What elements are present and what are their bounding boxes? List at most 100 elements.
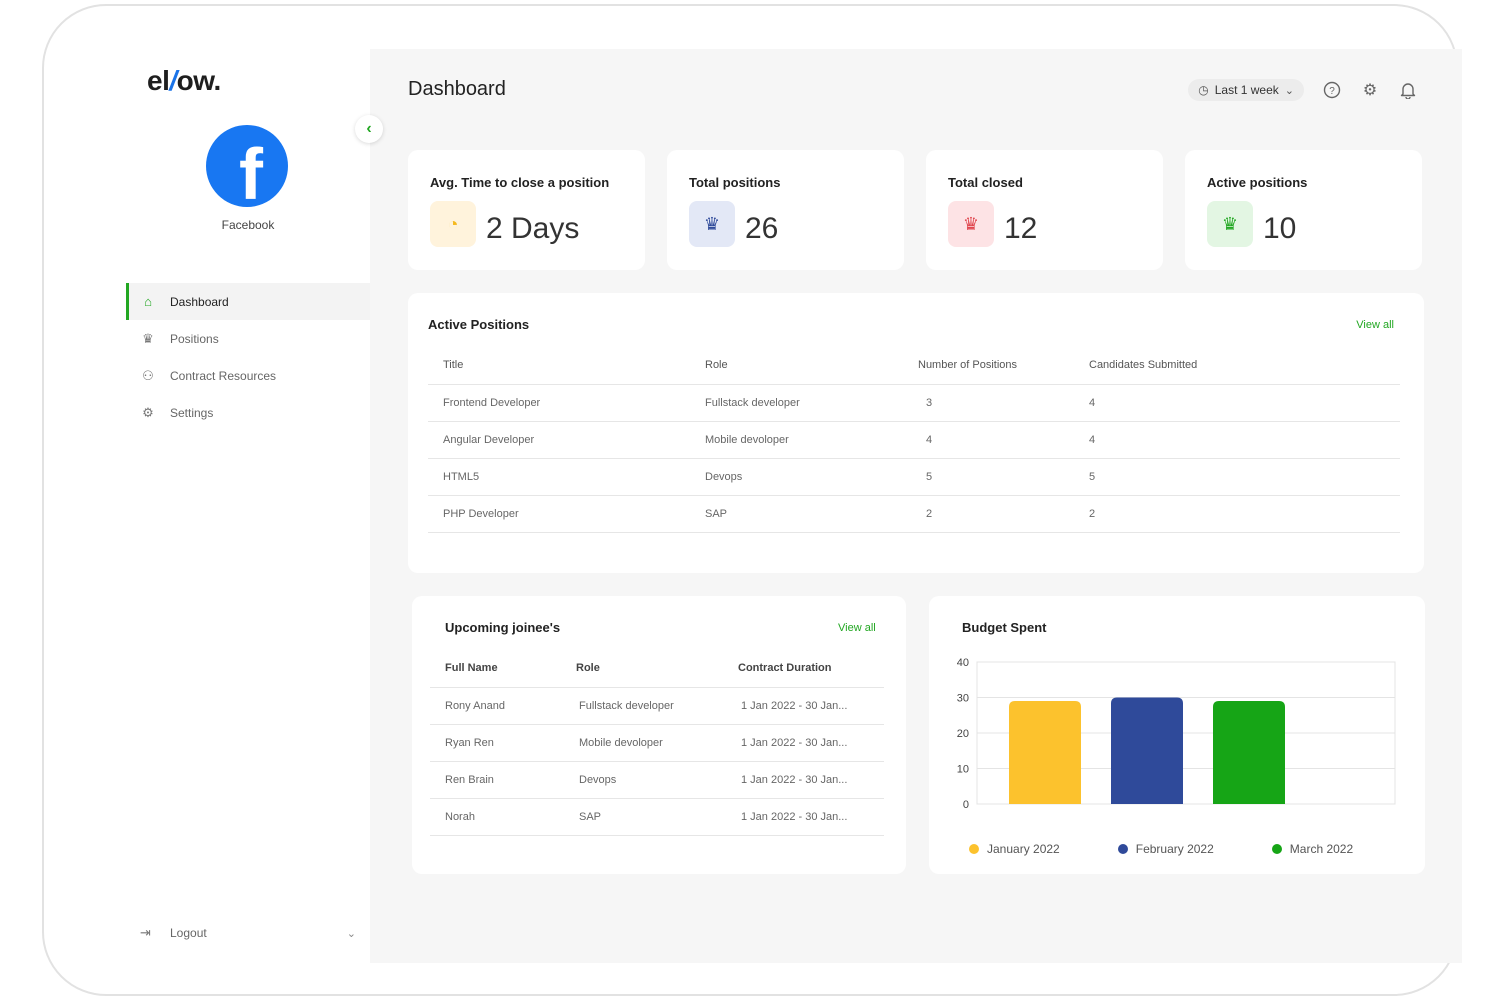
table-cell: 2 [918,494,1074,533]
table-cell: Ren Brain [430,760,561,798]
table-row[interactable]: PHP Developer SAP 2 2 [428,494,1400,533]
sidebar-item-dashboard[interactable]: ⌂ Dashboard [126,283,370,320]
y-tick-label: 40 [957,657,969,669]
app-screen: el/ow. f Facebook ⌂ Dashboard ♛ Positions ⚇ C… [126,49,1462,963]
column-header: Title [443,359,464,372]
table-cell: Fullstack developer [561,686,723,724]
table-cell: Mobile devoloper [690,420,918,458]
legend-item[interactable]: March 2022 [1271,842,1353,856]
active-positions-view-all-link[interactable]: View all [1356,319,1394,331]
date-range-label: Last 1 week [1214,83,1279,97]
table-cell: 1 Jan 2022 - 30 Jan... [723,723,884,761]
table-row[interactable]: Frontend Developer Fullstack developer 3 4 [428,383,1400,421]
stat-card: Total closed ♛ 12 [926,150,1163,270]
chevron-down-icon: ⌄ [1284,84,1294,97]
active-positions-table: Title Role Number of Positions Candidates S… [428,347,1400,533]
table-cell: 4 [1074,420,1400,458]
stat-card: Total positions ♛ 26 [667,150,904,270]
table-cell: Rony Anand [430,686,561,724]
table-cell: 1 Jan 2022 - 30 Jan... [723,797,884,836]
table-cell: SAP [561,797,723,836]
legend-dot [1271,844,1282,854]
table-header-row: Title Role Number of Positions Candidates S… [428,347,1400,384]
stat-label: Active positions [1207,175,1308,190]
sidebar-item-positions[interactable]: ♛ Positions [126,320,370,357]
logout-icon: ⇥ [140,925,151,940]
users-icon: ⚇ [142,367,154,383]
table-row[interactable]: Norah SAP 1 Jan 2022 - 30 Jan... [430,797,884,836]
column-header: Role [705,359,728,372]
table-cell: SAP [690,494,918,533]
stat-value: 2 Days [486,212,580,245]
table-cell: 5 [1074,457,1400,495]
home-icon: ⌂ [144,294,152,309]
crown-icon: ♛ [142,330,154,346]
top-bar: ◷ Last 1 week ⌄ ? ⚙ [1188,79,1418,101]
bar-march-2022[interactable] [1213,701,1285,804]
upcoming-joinees-view-all-link[interactable]: View all [838,622,876,634]
y-tick-label: 20 [957,728,969,740]
table-row[interactable]: Angular Developer Mobile devoloper 4 4 [428,420,1400,458]
logout-button[interactable]: ⇥ Logout ⌄ [140,925,356,941]
y-tick-label: 0 [963,799,969,811]
bar-january-2022[interactable] [1009,701,1081,804]
table-row[interactable]: Ren Brain Devops 1 Jan 2022 - 30 Jan... [430,760,884,798]
column-header: Role [576,662,600,675]
table-cell: Frontend Developer [428,383,690,421]
table-cell: 2 [1074,494,1400,533]
gear-icon[interactable]: ⚙ [1362,82,1378,99]
crown-icon: ♛ [689,201,735,247]
brand-logo[interactable]: el/ow. [147,65,221,97]
y-tick-label: 30 [957,693,969,705]
stat-label: Avg. Time to close a position [430,175,610,190]
table-cell: 4 [1074,383,1400,421]
legend-item[interactable]: January 2022 [969,842,1060,856]
crown-icon: ♛ [948,201,994,247]
brand-logo-part: ow. [176,65,222,96]
chevron-down-icon[interactable]: ⌄ [346,927,356,940]
date-range-select[interactable]: ◷ Last 1 week ⌄ [1188,79,1304,101]
sidebar-item-settings[interactable]: ⚙ Settings [126,394,370,431]
table-row[interactable]: HTML5 Devops 5 5 [428,457,1400,495]
table-cell: HTML5 [428,457,690,495]
collapse-sidebar-button[interactable]: ‹ [355,115,383,143]
table-row[interactable]: Ryan Ren Mobile devoloper 1 Jan 2022 - 30 … [430,723,884,761]
sidebar-item-contract-resources[interactable]: ⚇ Contract Resources [126,357,370,394]
stat-card: Avg. Time to close a position ◔ 2 Days [408,150,645,270]
sidebar-item-label: Settings [170,405,214,420]
table-cell: Norah [430,797,561,836]
stat-value: 12 [1004,212,1038,245]
table-cell: 1 Jan 2022 - 30 Jan... [723,686,884,724]
budget-spent-title: Budget Spent [962,620,1047,635]
stat-label: Total closed [948,175,1023,190]
column-header: Candidates Submitted [1089,359,1198,372]
table-cell: 3 [918,383,1074,421]
legend-dot [1117,844,1128,854]
bar-february-2022[interactable] [1111,697,1183,805]
brand-logo-part: el [147,65,170,96]
upcoming-joinees-title: Upcoming joinee's [445,620,561,635]
clock-icon: ◔ [430,201,476,247]
upcoming-joinees-table: Full Name Role Contract Duration Rony Anan… [430,650,884,836]
stat-value: 26 [745,212,779,245]
clock-icon: ◷ [1198,83,1209,97]
help-icon[interactable]: ? [1322,80,1342,100]
table-cell: 1 Jan 2022 - 30 Jan... [723,760,884,798]
sidebar-item-label: Positions [170,331,219,346]
table-cell: Ryan Ren [430,723,561,761]
column-header: Contract Duration [738,662,832,675]
table-row[interactable]: Rony Anand Fullstack developer 1 Jan 2022 … [430,686,884,724]
sidebar-item-label: Contract Resources [170,368,277,383]
stat-label: Total positions [689,175,781,190]
legend-item[interactable]: February 2022 [1117,842,1214,856]
y-tick-label: 10 [957,764,969,776]
upcoming-joinees-card: Upcoming joinee's View all Full Name Role… [412,596,906,874]
sidebar: el/ow. f Facebook ⌂ Dashboard ♛ Positions ⚇ C… [126,49,370,963]
logout-label: Logout [170,926,207,940]
company-logo-letter: f [239,135,263,215]
company-logo: f [206,125,288,211]
table-cell: Devops [561,760,723,798]
bell-icon[interactable] [1398,80,1418,100]
brand-logo-slash: / [169,65,177,96]
stat-card: Active positions ♛ 10 [1185,150,1422,270]
